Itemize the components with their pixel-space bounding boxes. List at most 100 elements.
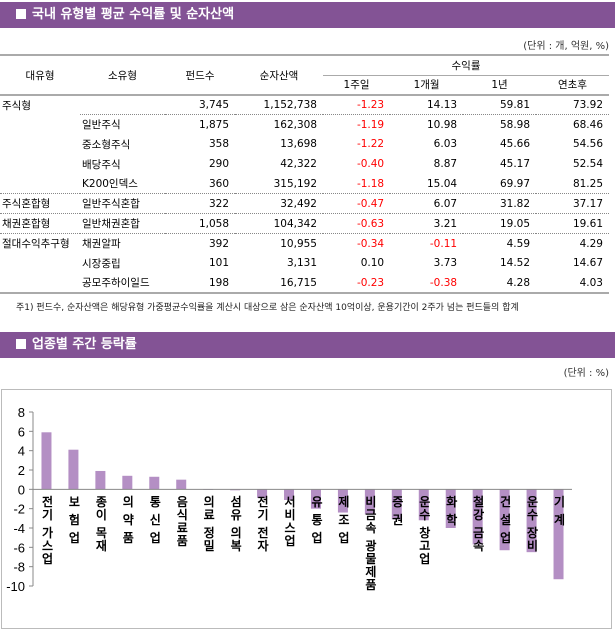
col-1m: 1개월 [390, 75, 464, 95]
table-cell: 54.56 [572, 138, 603, 151]
col-1w: 1주일 [323, 75, 391, 95]
y-tick-label: -10 [6, 579, 25, 594]
table-cell: 16,715 [280, 276, 317, 289]
y-tick-label: -4 [13, 521, 25, 536]
table-cell: 주식혼합형 [0, 193, 80, 215]
col-returns: 수익률 [323, 55, 609, 76]
table-cell: -0.63 [323, 213, 391, 235]
table-cell: 3,131 [286, 257, 317, 270]
col-minor: 소유형 [80, 55, 165, 95]
bar [257, 489, 268, 499]
table-row: 채권혼합형 일반채권혼합 1,058 104,342 -0.63 3.21 19.05 19.… [0, 213, 609, 235]
bar [337, 489, 348, 513]
table-cell: 3.21 [390, 213, 464, 235]
table-cell: -1.23 [323, 95, 391, 116]
section-header-fund-returns: 국내 유형별 평균 수익률 및 순자산액 [0, 2, 615, 28]
table-cell: 3,745 [165, 95, 235, 116]
table-cell: 32,492 [235, 193, 323, 215]
table-cell: 322 [165, 193, 235, 215]
x-tick-label: 건 설 업 [498, 494, 512, 545]
table-cell: 1,058 [165, 213, 235, 235]
x-tick-label: 종이 목재 [94, 495, 108, 553]
square-bullet-icon [16, 9, 26, 19]
table-cell: 4.29 [579, 237, 603, 250]
table-row: 시장중립 101 3,131 0.10 3.73 14.52 14.67 [0, 253, 609, 273]
section-header-sector-returns: 업종별 주간 등락률 [0, 332, 615, 358]
x-tick-label: 통 신 업 [148, 494, 162, 545]
section-title: 국내 유형별 평균 수익률 및 순자산액 [32, 7, 235, 22]
table-cell: 59.81 [463, 95, 537, 116]
y-tick-label: 4 [18, 444, 25, 459]
bar [499, 489, 510, 551]
bar [41, 432, 52, 490]
table-cell: 13,698 [280, 138, 317, 151]
table-cell: 6.07 [390, 193, 464, 215]
table-cell: 73.92 [536, 95, 609, 116]
table-row: 배당주식 290 42,322 -0.40 8.87 45.17 52.54 [0, 154, 609, 174]
col-ytd: 연초후 [536, 75, 609, 95]
table-cell: -0.40 [356, 158, 385, 171]
y-tick-label: 2 [18, 463, 25, 478]
x-tick-label: 전기 가스업 [40, 494, 54, 566]
table-cell: 104,342 [235, 213, 323, 235]
section-title: 업종별 주간 등락률 [32, 337, 137, 352]
table-cell: 채권알파 [82, 238, 121, 251]
chart-box [1, 389, 612, 629]
table-cell [80, 95, 165, 116]
table-cell: 0.10 [360, 257, 385, 270]
table-cell: 290 [208, 158, 229, 171]
bar [391, 489, 402, 520]
y-tick-label: 8 [18, 405, 25, 420]
col-assets: 순자산액 [235, 55, 323, 95]
table-cell: 공모주하이일드 [82, 277, 150, 290]
x-tick-label: 화 학 [444, 494, 458, 527]
x-tick-label: 증 권 [390, 495, 404, 527]
x-tick-label: 전기 전자 [256, 494, 270, 553]
table-cell: 8.87 [433, 158, 458, 171]
bar [149, 476, 160, 490]
footnote: 주1) 펀드수, 순자산액은 해당유형 가중평균수익률을 계산시 대상으로 삼은… [16, 303, 519, 313]
col-1y: 1년 [463, 75, 537, 95]
table-cell: 392 [208, 237, 229, 250]
table-cell: -0.11 [429, 237, 458, 250]
table-cell: 315,192 [235, 174, 323, 195]
table-cell: -0.38 [429, 276, 458, 289]
table-cell: 52.54 [572, 158, 603, 171]
x-tick-label: 철강 금속 [471, 494, 485, 553]
table-cell: -0.34 [356, 237, 385, 250]
table-row: 주식혼합형 일반주식혼합 322 32,492 -0.47 6.07 31.82 37.17 [0, 193, 609, 215]
table-cell: 69.97 [463, 174, 537, 195]
table-cell: 42,322 [280, 158, 317, 171]
table-cell: 81.25 [536, 174, 609, 195]
table-cell: 일반주식혼합 [80, 193, 165, 215]
unit-label: (단위 : %) [563, 368, 609, 379]
table-cell: 1,152,738 [235, 95, 323, 116]
table-cell: 절대수익추구형 [2, 238, 70, 251]
x-tick-label: 기 계 [552, 494, 566, 527]
x-tick-label: 운수 장비 [525, 494, 539, 553]
table-row: K200인덱스 360 315,192 -1.18 15.04 69.97 81.25 [0, 174, 609, 195]
table-cell: 10,955 [280, 237, 317, 250]
table-cell: 시장중립 [82, 257, 121, 270]
table-cell: 15.04 [390, 174, 464, 195]
table-cell: 일반채권혼합 [80, 213, 165, 235]
table-row: 주식형 3,745 1,152,738 -1.23 14.13 59.81 73.92 [0, 95, 609, 116]
table-cell: 주식형 [2, 99, 31, 112]
y-tick-label: -8 [13, 560, 25, 575]
table-cell: 198 [208, 276, 229, 289]
col-major: 대유형 [0, 55, 80, 95]
table-cell: 4.28 [506, 276, 531, 289]
fund-returns-table: 대유형 소유형 펀드수 순자산액 수익률 1주일 1개월 1년 연초후 주식형 3,74… [0, 54, 609, 294]
table-cell: -0.23 [356, 276, 385, 289]
table-row: 공모주하이일드 198 16,715 -0.23 -0.38 4.28 4.03 [0, 273, 609, 293]
bar [310, 489, 321, 509]
table-cell: 58.98 [499, 118, 531, 131]
x-tick-label: 유 통 업 [309, 495, 323, 545]
bar [122, 475, 133, 490]
bar [284, 489, 295, 500]
x-tick-label: 보 험 업 [67, 495, 81, 545]
table-cell: 14.13 [390, 95, 464, 116]
table-cell: -1.19 [356, 118, 385, 131]
bar [95, 470, 106, 490]
table-cell: 31.82 [463, 193, 537, 215]
